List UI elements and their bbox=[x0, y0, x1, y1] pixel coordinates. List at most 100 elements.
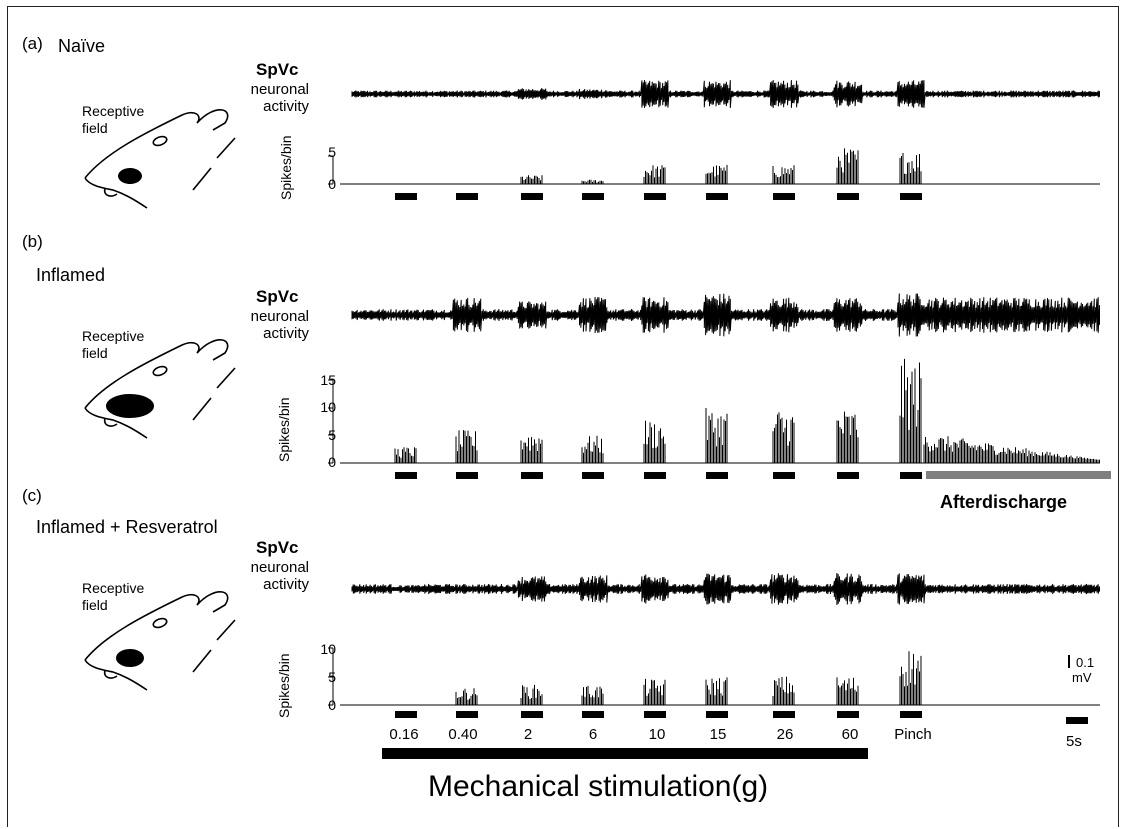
stim-label-2: 2 bbox=[523, 726, 533, 743]
figure-frame bbox=[7, 6, 1119, 827]
stim-label-4: 10 bbox=[648, 726, 666, 743]
panel-a-rat-neck-2 bbox=[192, 167, 212, 191]
panel-b-rat-neck-1 bbox=[216, 367, 236, 389]
stim-label-6: 26 bbox=[776, 726, 794, 743]
panel-c-condition: Inflamed + Resveratrol bbox=[36, 517, 218, 537]
panel-b-stim-bar-8 bbox=[900, 472, 922, 479]
stim-label-8: Pinch bbox=[894, 726, 932, 743]
panel-b-condition: Inflamed bbox=[36, 265, 106, 285]
panel-c-y-tick-10: 10 bbox=[320, 641, 336, 657]
panel-c-stim-bar-4 bbox=[644, 711, 666, 718]
panel-a-label: (a) bbox=[22, 34, 43, 53]
panel-c-rat-head-top bbox=[84, 593, 200, 661]
panel-b-stim-bar-0 bbox=[395, 472, 417, 479]
panel-c-y-axis-label: Spikes/bin bbox=[276, 653, 292, 718]
panel-c-y-tick-5: 5 bbox=[328, 669, 336, 685]
panel-a-stim-bar-5 bbox=[706, 193, 728, 200]
panel-b-stim-bar-2 bbox=[521, 472, 543, 479]
afterdischarge-bar bbox=[926, 471, 1111, 479]
panel-b-stim-bar-7 bbox=[837, 472, 859, 479]
panel-a-y-tick-0: 0 bbox=[328, 176, 336, 192]
panel-c-stim-bar-5 bbox=[706, 711, 728, 718]
x-axis-title: Mechanical stimulation(g) bbox=[428, 770, 769, 803]
panel-c-y-tick-0: 0 bbox=[328, 697, 336, 713]
panel-a-stim-bar-4 bbox=[644, 193, 666, 200]
stim-label-0: 0.16 bbox=[389, 726, 419, 743]
panel-a-stim-bar-6 bbox=[773, 193, 795, 200]
panel-a-condition: Naïve bbox=[58, 36, 106, 56]
panel-c-stim-bar-7 bbox=[837, 711, 859, 718]
panel-c-rat-eye bbox=[152, 617, 168, 629]
panel-a-y-tick-5: 5 bbox=[328, 144, 336, 160]
panel-a-rat-receptive-spot bbox=[118, 168, 142, 184]
panel-c-rat-neck-1 bbox=[216, 619, 236, 641]
panel-b-stim-bar-5 bbox=[706, 472, 728, 479]
panel-a-rat-eye bbox=[152, 135, 168, 147]
panel-b-y-tick-15: 15 bbox=[320, 372, 336, 388]
panel-b-rat-head-top bbox=[84, 341, 200, 409]
panel-c-stim-bar-8 bbox=[900, 711, 922, 718]
panel-c-stim-bar-6 bbox=[773, 711, 795, 718]
panel-b-rat-eye bbox=[152, 365, 168, 377]
panel-a-stim-bar-0 bbox=[395, 193, 417, 200]
mechanical-range-bar bbox=[382, 748, 868, 759]
panel-b-rat-receptive-spot bbox=[106, 394, 154, 418]
panel-a-field-label: Receptive field bbox=[82, 103, 145, 136]
panel-b-y-axis-label: Spikes/bin bbox=[276, 397, 292, 462]
panel-b-rat-jaw bbox=[84, 407, 148, 439]
panel-c-rat-neck-2 bbox=[192, 649, 212, 673]
panel-c-rat-mouth bbox=[103, 669, 118, 679]
panel-b-stim-bar-3 bbox=[582, 472, 604, 479]
panel-b-rat-mouth bbox=[103, 417, 118, 427]
panel-b-rat-neck-2 bbox=[192, 397, 212, 421]
panel-b-rat-ear bbox=[196, 339, 229, 361]
panel-a-stim-bar-3 bbox=[582, 193, 604, 200]
time-scale-bar bbox=[1066, 717, 1088, 724]
panel-a-trace-sublabel: neuronal activity bbox=[250, 81, 309, 115]
panel-c-stim-bar-3 bbox=[582, 711, 604, 718]
stim-label-7: 60 bbox=[841, 726, 859, 743]
panel-b-y-tick-5: 5 bbox=[328, 427, 336, 443]
panel-b-y-tick-0: 0 bbox=[328, 454, 336, 470]
panel-b-y-tick-10: 10 bbox=[320, 399, 336, 415]
panel-a-stim-bar-2 bbox=[521, 193, 543, 200]
panel-c-stim-bar-2 bbox=[521, 711, 543, 718]
panel-c-trace bbox=[351, 572, 1100, 606]
panel-b-field-label: Receptive field bbox=[82, 328, 145, 361]
panel-b-trace bbox=[351, 293, 1100, 337]
stim-label-1: 0.40 bbox=[448, 726, 478, 743]
panel-c-stim-bar-0 bbox=[395, 711, 417, 718]
panel-a-rat-mouth bbox=[103, 187, 118, 197]
panel-c-rat-jaw bbox=[84, 659, 148, 691]
panel-a-stim-bar-8 bbox=[900, 193, 922, 200]
time-scale-label: 5s bbox=[1066, 733, 1082, 750]
panel-c-trace-label: SpVc bbox=[256, 538, 299, 557]
stim-label-3: 6 bbox=[588, 726, 598, 743]
panel-b-histogram bbox=[394, 358, 1100, 463]
voltage-scale-label: 0.1 mV bbox=[1072, 655, 1095, 685]
panel-a-trace bbox=[351, 80, 1100, 108]
panel-c-rat-ear bbox=[196, 591, 229, 613]
panel-a-trace-label: SpVc bbox=[256, 60, 299, 79]
panel-b-trace-sublabel: neuronal activity bbox=[250, 308, 309, 342]
panel-c-stim-bar-1 bbox=[456, 711, 478, 718]
panel-a-stim-bar-7 bbox=[837, 193, 859, 200]
panel-b-label: (b) bbox=[22, 232, 43, 251]
panel-b-stim-bar-1 bbox=[456, 472, 478, 479]
afterdischarge-label: Afterdischarge bbox=[940, 492, 1068, 512]
panel-b-trace-label: SpVc bbox=[256, 287, 299, 306]
panel-a-rat-neck-1 bbox=[216, 137, 236, 159]
stim-label-5: 15 bbox=[709, 726, 727, 743]
panel-b-stim-bar-4 bbox=[644, 472, 666, 479]
panel-c-rat-receptive-spot bbox=[116, 649, 144, 667]
panel-b-stim-bar-6 bbox=[773, 472, 795, 479]
panel-a-rat-jaw bbox=[84, 177, 148, 209]
panel-c-histogram bbox=[455, 651, 922, 705]
panel-c-trace-sublabel: neuronal activity bbox=[250, 559, 309, 593]
panel-a-rat-head-top bbox=[84, 111, 200, 179]
panel-c-label: (c) bbox=[22, 486, 42, 505]
panel-a-stim-bar-1 bbox=[456, 193, 478, 200]
panel-a-y-axis-label: Spikes/bin bbox=[278, 135, 294, 200]
panel-a-rat-ear bbox=[196, 109, 229, 131]
